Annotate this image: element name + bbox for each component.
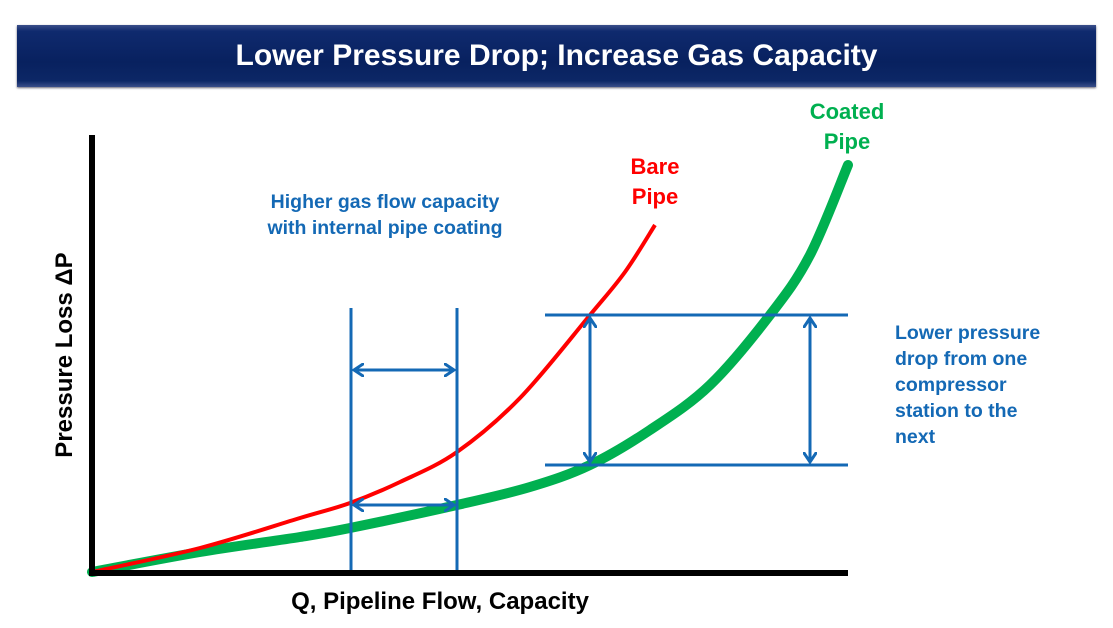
pressure-annotation-line: next — [895, 426, 936, 448]
bare-pipe-curve — [91, 223, 657, 574]
coated-pipe-label: Coated Pipe — [797, 97, 897, 157]
bare-pipe-label: Bare Pipe — [615, 152, 695, 212]
y-axis-label: Pressure Loss ΔP — [51, 252, 78, 458]
pressure-annotation: Lower pressure drop from one compressor … — [895, 320, 1095, 450]
pressure-annotation-line: compressor — [895, 374, 1007, 396]
pressure-annotation-line: drop from one — [895, 348, 1028, 370]
x-axis-label: Q, Pipeline Flow, Capacity — [291, 588, 589, 615]
pressure-annotation-line: station to the — [895, 400, 1018, 422]
coated-pipe-label-line2: Pipe — [823, 129, 871, 154]
bare-pipe-label-line2: Pipe — [631, 184, 679, 209]
diagram-title: Lower Pressure Drop; Increase Gas Capaci… — [235, 39, 878, 72]
capacity-annotation-line1: Higher gas flow capacity — [270, 191, 500, 213]
bare-pipe-label-line1: Bare — [630, 154, 680, 179]
capacity-annotation: Higher gas flow capacity with internal p… — [240, 189, 530, 241]
coated-pipe-curve — [87, 160, 853, 577]
pressure-annotation-line: Lower pressure — [895, 322, 1041, 344]
coated-pipe-label-line1: Coated — [809, 99, 885, 124]
capacity-annotation-line2: with internal pipe coating — [267, 217, 503, 239]
title-bar: Lower Pressure Drop; Increase Gas Capaci… — [17, 25, 1096, 87]
